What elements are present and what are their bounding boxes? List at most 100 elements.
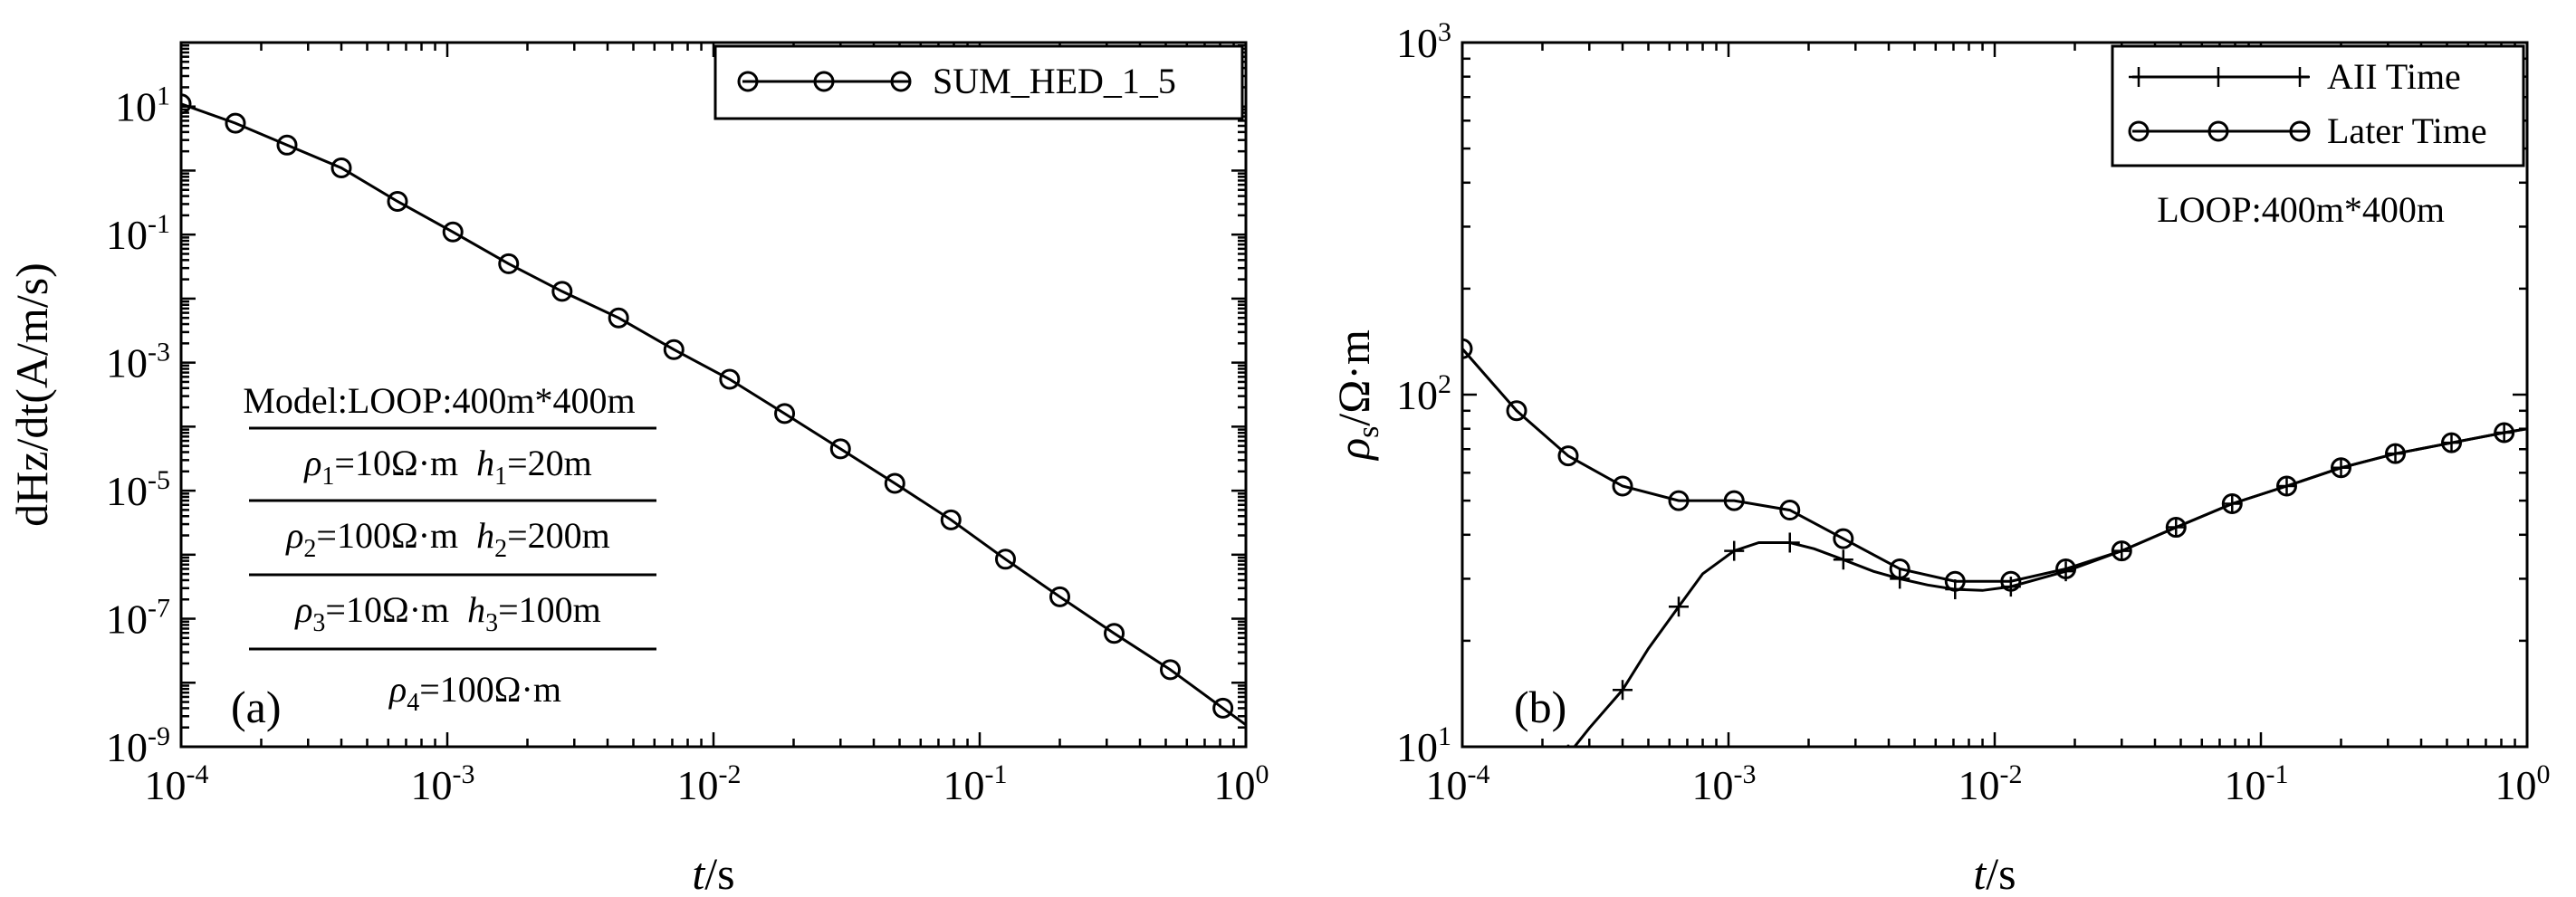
legend-label-sum-hed: SUM_HED_1_5 [933, 61, 1176, 101]
legend-symbol-sum-hed [737, 71, 912, 92]
x-tick-label: 100 [1214, 759, 1269, 808]
data-point [1049, 586, 1071, 607]
series-later-time [1462, 338, 2527, 592]
panel-a-y-tick-labels: 101 10-1 10-3 10-5 10-7 10-9 [106, 81, 170, 770]
data-point [2385, 443, 2407, 464]
legend-marker [2208, 67, 2228, 87]
x-tick-label: 10-4 [1426, 759, 1490, 808]
data-point [1507, 803, 1527, 823]
panel-a-x-tick-labels: 10-4 10-3 10-2 10-1 100 [145, 759, 1269, 808]
data-point [663, 339, 685, 360]
data-point [498, 253, 520, 274]
data-point [276, 134, 298, 156]
legend-label-later-time: Later Time [2327, 110, 2487, 151]
panel-b-legend: AII Time Later Time [2111, 44, 2525, 167]
panel-a-x-axis-label: t/s [692, 848, 734, 897]
y-tick-label: 102 [1396, 369, 1451, 418]
x-tick-label: 10-3 [411, 759, 475, 808]
panel-b-y-axis-label: ρs/Ω·m [1328, 329, 1385, 462]
data-point [608, 307, 629, 329]
data-point [181, 93, 192, 115]
data-point [1104, 623, 1125, 644]
legend-marker [813, 71, 835, 92]
model-layer-2: ρ2=100Ω·m h2=200m [284, 515, 610, 563]
data-point [1212, 697, 1234, 719]
loop-annotation: LOOP:400m*400m [2157, 189, 2445, 230]
x-tick-label: 100 [2495, 759, 2551, 808]
panel-b-label: (b) [1514, 682, 1566, 732]
data-point [1668, 490, 1690, 511]
legend-marker [890, 71, 912, 92]
legend-marker [2129, 67, 2149, 87]
data-point [1889, 558, 1910, 579]
data-point [884, 472, 905, 494]
x-tick-label: 10-1 [2225, 759, 2289, 808]
legend-symbol-later-time [2128, 120, 2311, 142]
data-point [940, 509, 962, 530]
data-point [2331, 457, 2352, 479]
data-point [1668, 596, 1689, 617]
legend-symbol-all-time [2129, 67, 2310, 87]
data-point [719, 368, 741, 390]
y-tick-label: 10-5 [106, 465, 170, 514]
legend-marker [2207, 120, 2229, 142]
model-annotation: Model:LOOP:400m*400m ρ1=10Ω·m h1=20m ρ2=1… [243, 380, 656, 717]
legend-marker [737, 71, 759, 92]
data-point [994, 549, 1016, 570]
data-point [1779, 532, 1800, 553]
legend-marker [2128, 120, 2150, 142]
series-sum-hed-1-5 [181, 93, 1246, 727]
data-point [330, 157, 352, 179]
series-line [1462, 348, 2527, 583]
data-point [387, 191, 408, 213]
data-point [1506, 400, 1527, 422]
legend-marker [2289, 120, 2311, 142]
data-point [2165, 517, 2187, 539]
model-title: Model:LOOP:400m*400m [243, 380, 635, 421]
panel-a-label: (a) [231, 682, 282, 732]
data-point [774, 403, 796, 425]
panel-a-chart: 10-4 10-3 10-2 10-1 100 10110-110-310-510-71… [6, 41, 1269, 897]
data-point [2000, 570, 2022, 592]
data-point [2055, 558, 2077, 579]
data-point [829, 438, 851, 460]
model-layer-1: ρ1=10Ω·m h1=20m [302, 443, 592, 491]
panel-b-y-tick-labels: 103 102 101 [1396, 17, 1451, 770]
data-point [2221, 493, 2243, 515]
data-point [442, 221, 464, 243]
series-line [181, 102, 1246, 727]
x-tick-label: 10-1 [943, 759, 1008, 808]
legend-marker [2290, 67, 2310, 87]
y-tick-label: 10-3 [106, 338, 170, 386]
data-point [225, 112, 246, 134]
series-line [1573, 427, 2527, 747]
panel-b-x-tick-labels: 10-4 10-3 10-2 10-1 100 [1426, 759, 2551, 808]
data-point [1723, 490, 1745, 511]
data-point [1462, 338, 1473, 359]
data-point [1557, 445, 1579, 467]
data-point [1160, 659, 1182, 681]
panel-a-legend: SUM_HED_1_5 [713, 44, 1244, 120]
panel-a-series [181, 93, 1246, 727]
y-tick-label: 101 [115, 81, 170, 130]
panel-b-chart: 10-4 10-3 10-2 10-1 100 103 102 101 AII Time L… [1328, 17, 2551, 897]
data-point [1724, 540, 1745, 561]
panel-b-series [1462, 338, 2527, 823]
data-point [1833, 549, 1853, 570]
legend-label-all-time: AII Time [2327, 56, 2461, 97]
model-layer-4: ρ4=100Ω·m [388, 669, 561, 717]
y-tick-label: 103 [1396, 17, 1451, 66]
y-tick-label: 10-9 [106, 721, 170, 770]
data-point [1833, 528, 1854, 549]
data-point [1944, 570, 1966, 592]
data-point [1613, 680, 1633, 701]
panel-b-legend-box [2111, 44, 2525, 167]
data-point [2111, 540, 2132, 562]
x-tick-label: 10-2 [1958, 759, 2023, 808]
data-point [551, 281, 573, 302]
x-tick-label: 10-2 [677, 759, 742, 808]
data-point [1612, 475, 1633, 497]
data-point [1779, 500, 1801, 521]
x-tick-label: 10-3 [1692, 759, 1757, 808]
